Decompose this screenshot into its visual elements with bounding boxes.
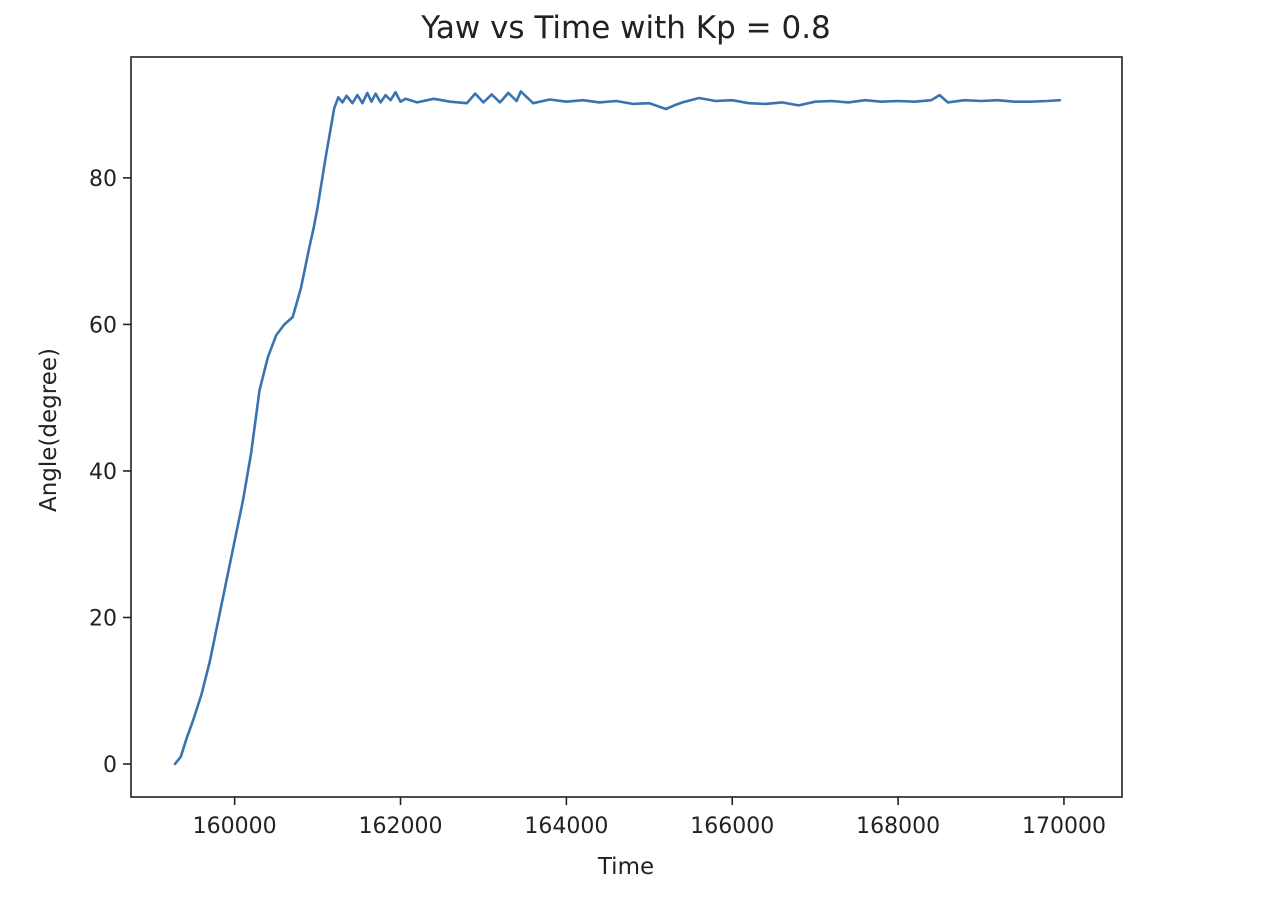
x-axis-ticks: 160000 162000 164000 166000 168000 170000 <box>193 797 1106 839</box>
y-tick-label: 80 <box>89 167 117 192</box>
y-axis-label: Angle(degree) <box>36 348 62 512</box>
yaw-series-line <box>173 90 1062 766</box>
x-axis-label: Time <box>597 854 654 880</box>
x-tick-label: 162000 <box>359 814 443 839</box>
y-tick-label: 20 <box>89 606 117 631</box>
chart-title: Yaw vs Time with Kp = 0.8 <box>420 10 831 46</box>
x-tick-label: 166000 <box>690 814 774 839</box>
y-tick-label: 0 <box>103 753 117 778</box>
x-tick-label: 168000 <box>856 814 940 839</box>
x-tick-label: 160000 <box>193 814 277 839</box>
y-tick-label: 60 <box>89 313 117 338</box>
y-tick-label: 40 <box>89 460 117 485</box>
x-tick-label: 164000 <box>524 814 608 839</box>
x-tick-label: 170000 <box>1022 814 1106 839</box>
y-axis-ticks: 0 20 40 60 80 <box>89 167 131 778</box>
plot-area-frame <box>130 56 1123 798</box>
